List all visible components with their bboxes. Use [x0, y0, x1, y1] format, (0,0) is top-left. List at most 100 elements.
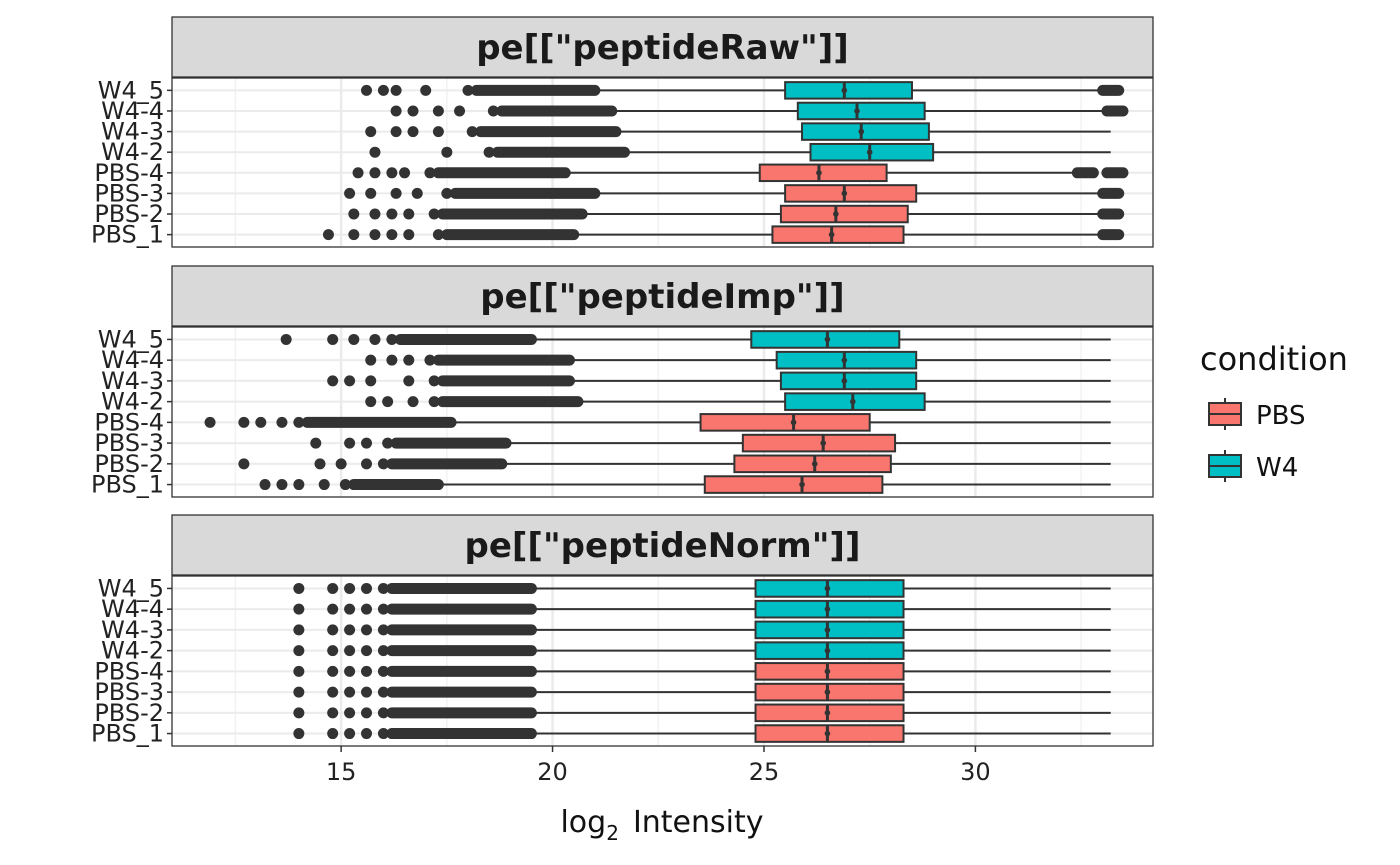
outlier-point — [327, 582, 339, 594]
box-W4-3: W4-3 — [101, 616, 1111, 644]
median-point — [824, 710, 831, 716]
panel-1: pe[["peptideRaw"]]W4_5W4-4W4-3W4-2PBS-4P… — [91, 16, 1154, 249]
outlier-point — [344, 375, 356, 387]
outlier-point — [377, 665, 389, 677]
x-axis-title-subscript: 2 — [606, 821, 619, 845]
median-point — [824, 585, 831, 592]
median-point — [841, 87, 848, 94]
y-tick-label: W4-4 — [101, 346, 164, 374]
outlier-point — [382, 437, 394, 449]
x-axis-title-log: log — [560, 805, 606, 840]
outlier-point — [365, 375, 377, 387]
outlier-point — [386, 167, 398, 179]
outlier-point — [327, 686, 339, 698]
box-W4_5: W4_5 — [98, 574, 1111, 602]
facet-title: pe[["peptideRaw"]] — [476, 28, 849, 68]
outlier-point — [390, 105, 402, 117]
outlier-point — [361, 624, 373, 636]
outlier-point — [314, 458, 326, 470]
box-W4-4: W4-4 — [101, 346, 1111, 374]
y-tick-label: PBS_1 — [91, 720, 164, 748]
outlier-point — [441, 146, 453, 158]
outlier-point — [293, 582, 305, 594]
y-tick-label: PBS-4 — [94, 657, 164, 685]
box-W4_5: W4_5 — [98, 325, 1111, 353]
legend: condition PBS W4 — [1200, 340, 1348, 483]
outlier-point — [377, 582, 389, 594]
box-iqr — [703, 475, 884, 494]
outlier-point — [365, 396, 377, 408]
box-PBS-2: PBS-2 — [94, 200, 1125, 228]
box-iqr — [784, 184, 918, 203]
outlier-point — [339, 479, 351, 491]
outlier-point — [361, 665, 373, 677]
box-iqr — [784, 81, 913, 100]
box-iqr — [779, 371, 918, 391]
outlier-point — [327, 728, 339, 740]
y-tick-label: W4-2 — [101, 138, 164, 166]
median-point — [824, 668, 831, 675]
outlier-point — [432, 105, 444, 117]
outlier-point — [344, 645, 356, 657]
median-point — [824, 336, 831, 343]
outlier-point — [407, 126, 419, 138]
outlier-point — [382, 396, 394, 408]
outlier-point — [327, 624, 339, 636]
facet-strip — [171, 514, 1154, 576]
outlier-point — [386, 208, 398, 220]
outlier-point — [293, 707, 305, 719]
outlier-point — [399, 167, 411, 179]
panel-background — [172, 78, 1153, 247]
outlier-point — [361, 728, 373, 740]
outlier-point — [327, 707, 339, 719]
y-tick-label: PBS-3 — [94, 179, 164, 207]
median-point — [833, 211, 839, 217]
legend-entries: PBS W4 — [1208, 398, 1306, 483]
box-iqr — [741, 433, 897, 453]
outlier-point — [365, 126, 377, 138]
outlier-point — [361, 707, 373, 719]
outlier-point — [377, 624, 389, 636]
y-tick-label: W4_5 — [98, 76, 164, 104]
median-point — [824, 627, 831, 633]
outlier-point — [352, 167, 364, 179]
box-W4-4: W4-4 — [101, 97, 1129, 125]
box-iqr — [771, 225, 905, 244]
outlier-point — [293, 479, 305, 491]
outlier-point — [390, 84, 402, 96]
median-point — [854, 108, 860, 114]
median-point — [799, 481, 805, 488]
outlier-point — [377, 458, 389, 470]
outlier-point — [411, 187, 423, 199]
outlier-point — [390, 187, 402, 199]
legend-entry-W4: W4 — [1208, 450, 1298, 483]
outlier-point — [335, 458, 347, 470]
outlier-point — [377, 728, 389, 740]
median-point — [866, 149, 873, 155]
y-tick-label: PBS-3 — [94, 429, 164, 457]
outlier-point — [462, 84, 474, 96]
outlier-point — [441, 187, 453, 199]
facet-strip — [171, 265, 1154, 327]
y-tick-label: W4_5 — [98, 325, 164, 353]
outlier-point — [344, 603, 356, 615]
outlier-point — [386, 229, 398, 241]
y-tick-label: W4-4 — [101, 595, 164, 623]
outlier-point — [293, 645, 305, 657]
facet-title: pe[["peptideImp"]] — [480, 277, 844, 317]
outlier-point — [348, 208, 360, 220]
panel-2: pe[["peptideImp"]]W4_5W4-4W4-3W4-2PBS-4P… — [91, 265, 1154, 499]
box-W4-2: W4-2 — [101, 388, 1111, 416]
outlier-point — [361, 458, 373, 470]
box-PBS-4: PBS-4 — [94, 657, 1111, 685]
box-PBS_1: PBS_1 — [91, 720, 1111, 748]
box-PBS_1: PBS_1 — [91, 471, 1111, 499]
y-tick-label: PBS_1 — [91, 471, 164, 499]
outlier-point — [344, 582, 356, 594]
outlier-point — [293, 416, 305, 428]
outlier-point — [322, 229, 334, 241]
outlier-point — [293, 624, 305, 636]
outlier-point — [327, 645, 339, 657]
y-tick-label: PBS-2 — [94, 699, 164, 727]
facet-title: pe[["peptideNorm"]] — [464, 526, 860, 566]
